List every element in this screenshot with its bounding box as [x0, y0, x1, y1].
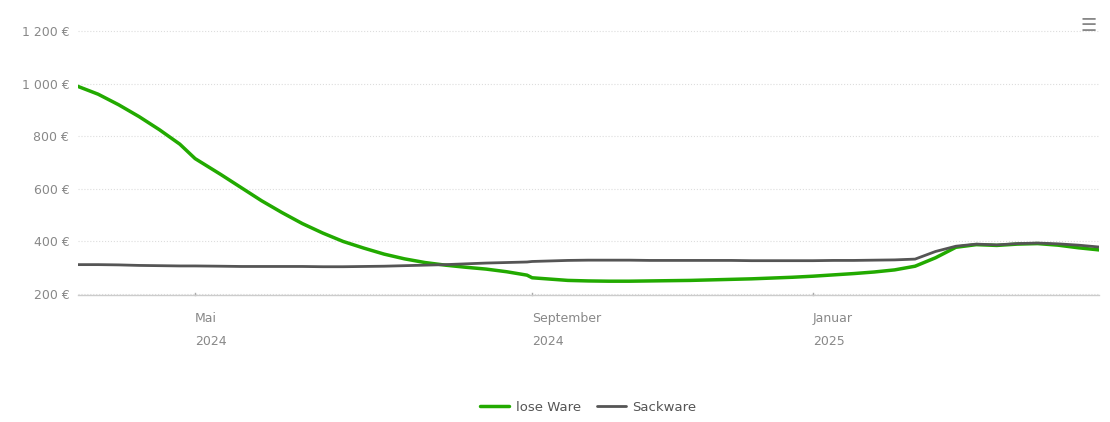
- Text: September: September: [532, 312, 602, 325]
- Legend: lose Ware, Sackware: lose Ware, Sackware: [475, 395, 702, 419]
- Text: 2024: 2024: [532, 335, 564, 348]
- Text: ☰: ☰: [1080, 17, 1097, 35]
- Text: Mai: Mai: [195, 312, 218, 325]
- Text: 2025: 2025: [813, 335, 845, 348]
- Text: Januar: Januar: [813, 312, 852, 325]
- Text: 2024: 2024: [195, 335, 226, 348]
